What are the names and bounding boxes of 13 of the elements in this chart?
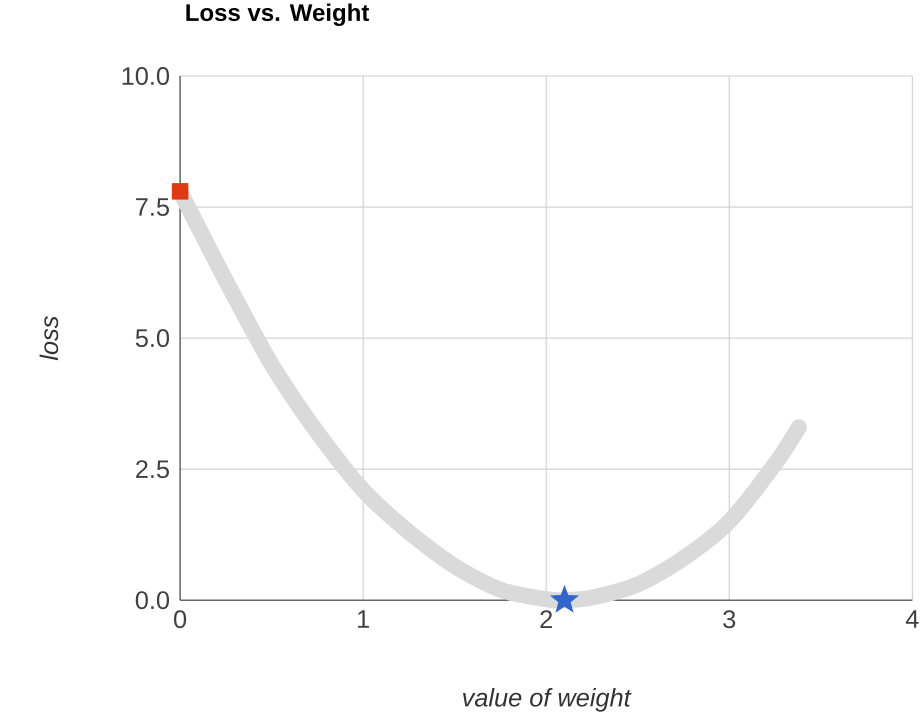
x-tick-label: 3 <box>723 610 736 628</box>
x-tick-label: 0 <box>174 610 186 628</box>
x-tick-label: 1 <box>358 610 369 628</box>
y-tick-label: 0.0 <box>136 591 170 610</box>
x-axis-title: value of weight <box>463 688 632 712</box>
y-tick-label: 5.0 <box>136 329 170 348</box>
chart-title: Loss vs. Weight <box>186 4 370 26</box>
y-tick-label: 10.0 <box>122 67 170 86</box>
y-axis-title: loss <box>40 316 58 360</box>
y-tick-label: 7.5 <box>136 198 169 216</box>
x-tick-label: 4 <box>906 610 919 628</box>
x-tick-label: 2 <box>540 610 552 628</box>
y-tick-label: 2.5 <box>136 460 169 478</box>
